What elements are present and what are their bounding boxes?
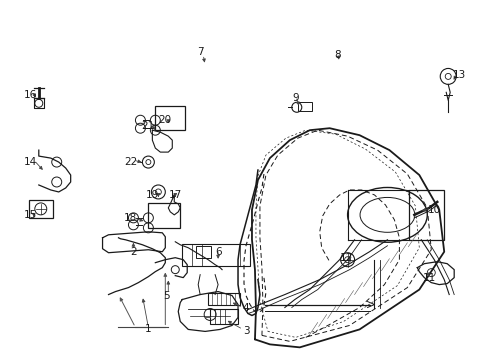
Text: 20: 20 (159, 115, 171, 125)
Bar (196, 246, 211, 258)
Bar (210, 310, 238, 324)
Bar (155, 106, 185, 130)
Text: 7: 7 (197, 48, 203, 58)
Text: 22: 22 (123, 157, 137, 167)
Text: 9: 9 (292, 93, 299, 103)
Text: 8: 8 (334, 50, 340, 60)
Text: 17: 17 (168, 190, 182, 200)
Text: 6: 6 (214, 247, 221, 257)
Text: 15: 15 (24, 210, 38, 220)
Text: 14: 14 (24, 157, 38, 167)
Text: 12: 12 (339, 253, 352, 263)
Bar (208, 293, 240, 305)
Text: 21: 21 (142, 121, 155, 131)
Text: 10: 10 (427, 205, 440, 215)
Bar (29, 200, 53, 218)
Text: 5: 5 (163, 291, 169, 301)
Bar (148, 203, 180, 228)
Text: 1: 1 (145, 324, 151, 334)
Text: 2: 2 (130, 247, 137, 257)
Bar (297, 102, 311, 111)
Text: 4: 4 (242, 302, 249, 312)
Text: 3: 3 (242, 327, 249, 336)
Text: 11: 11 (422, 273, 435, 283)
Text: 18: 18 (123, 213, 137, 223)
Text: 16: 16 (24, 90, 38, 100)
Bar (408, 190, 443, 240)
Text: 13: 13 (451, 71, 465, 80)
Bar (182, 244, 249, 266)
Text: 19: 19 (145, 190, 159, 200)
